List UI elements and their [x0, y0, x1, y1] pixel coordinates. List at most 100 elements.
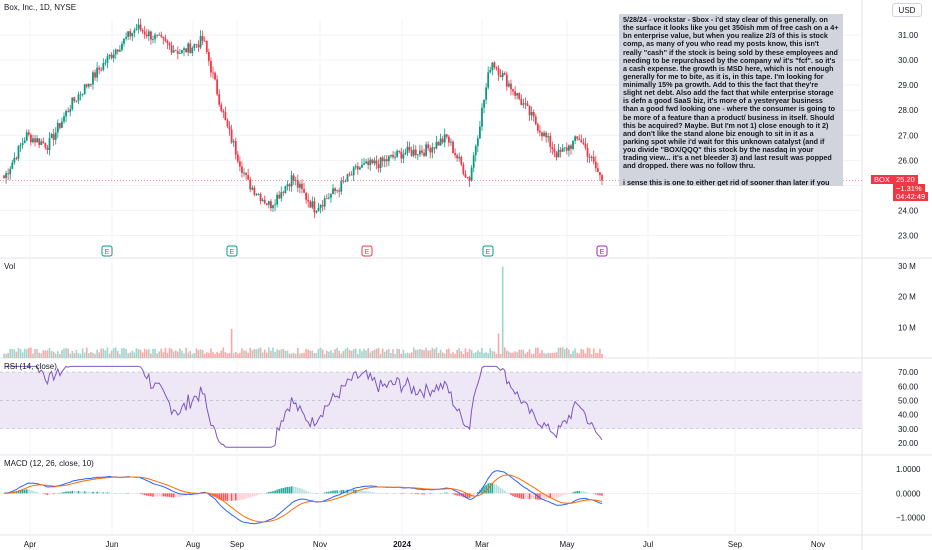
candle-body	[439, 138, 442, 146]
macd-hist-bar	[234, 493, 237, 501]
volume-bar	[493, 351, 496, 358]
volume-bar	[199, 349, 202, 358]
volume-bar	[168, 347, 171, 358]
volume-bar	[73, 353, 76, 358]
macd-hist-bar	[323, 492, 326, 494]
macd-hist-bar	[239, 493, 241, 501]
volume-bar	[346, 347, 349, 358]
volume-bar	[441, 352, 444, 358]
candle-body	[226, 120, 229, 127]
volume-bar	[319, 347, 322, 358]
macd-hist-bar	[172, 493, 175, 498]
macd-hist-bar	[160, 493, 163, 497]
candle-body	[127, 31, 130, 37]
macd-hist-bar	[148, 493, 150, 496]
candle-body	[108, 54, 111, 57]
macd-hist-bar	[421, 493, 423, 495]
candle-body	[553, 149, 556, 153]
volume-bar	[321, 349, 324, 358]
candle-body	[557, 149, 560, 158]
candle-body	[578, 138, 581, 141]
currency-button[interactable]: USD	[892, 3, 922, 17]
candle-body	[100, 69, 103, 71]
macd-hist-bar	[174, 493, 177, 498]
candle-body	[412, 149, 415, 156]
candle-body	[476, 138, 479, 147]
candle-body	[547, 136, 550, 138]
candle-body	[286, 184, 289, 187]
volume-bar	[592, 348, 595, 358]
macd-hist-bar	[551, 493, 554, 499]
volume-bar	[56, 351, 59, 358]
candle-body	[392, 154, 394, 158]
volume-bar	[510, 352, 512, 358]
candle-body	[325, 198, 328, 200]
candle-body	[197, 44, 200, 48]
volume-bar	[555, 352, 558, 358]
macd-hist-bar	[177, 493, 179, 498]
macd-hist-bar	[477, 491, 479, 494]
volume-bar	[334, 349, 336, 358]
candle-body	[342, 180, 345, 182]
candle-body	[36, 138, 39, 143]
volume-bar	[65, 347, 67, 358]
macd-hist-bar	[530, 493, 533, 500]
volume-bar	[599, 348, 601, 358]
volume-bar	[83, 352, 86, 358]
macd-hist-bar	[73, 490, 76, 494]
volume-bar	[170, 348, 173, 358]
candle-body	[278, 194, 281, 199]
volume-bar	[67, 348, 69, 358]
volume-bar	[477, 350, 479, 358]
candle-body	[572, 140, 574, 149]
volume-bar	[38, 352, 40, 358]
candle-body	[15, 157, 18, 159]
candle-body	[437, 141, 440, 146]
candle-body	[189, 43, 192, 54]
macd-hist-bar	[414, 493, 417, 495]
candle-body	[170, 45, 173, 53]
rsi-band	[0, 372, 862, 429]
candle-body	[234, 141, 237, 155]
volume-bar	[189, 350, 192, 358]
macd-hist-bar	[357, 490, 359, 494]
macd-hist-bar	[348, 489, 351, 494]
candle-body	[191, 47, 194, 54]
macd-hist-bar	[179, 493, 181, 498]
macd-hist-bar	[454, 493, 456, 495]
volume-bar	[241, 348, 243, 358]
volume-bar	[470, 350, 473, 358]
volume-bar	[472, 353, 475, 358]
volume-bar	[145, 349, 148, 358]
volume-bar	[501, 266, 504, 358]
volume-bar	[532, 353, 535, 358]
candle-body	[549, 136, 552, 147]
macd-hist-bar	[282, 487, 285, 494]
x-tick-label: Apr	[24, 540, 37, 549]
candle-body	[493, 62, 496, 68]
volume-bar	[299, 353, 301, 358]
candle-body	[42, 141, 45, 144]
volume-bar	[205, 352, 208, 358]
volume-bar	[32, 353, 34, 358]
volume-bar	[566, 347, 568, 358]
volume-bar	[514, 351, 516, 358]
candle-body	[83, 84, 86, 94]
volume-bar	[534, 348, 537, 358]
candle-body	[137, 24, 140, 29]
volume-bar	[156, 353, 158, 358]
macd-hist-bar	[342, 489, 345, 494]
candle-body	[292, 175, 295, 181]
volume-bar	[464, 348, 467, 358]
volume-bar	[419, 349, 421, 358]
volume-bar	[570, 353, 572, 358]
volume-bar	[468, 348, 471, 358]
macd-hist-bar	[584, 491, 587, 494]
macd-hist-bar	[555, 493, 558, 498]
macd-line	[3, 470, 603, 525]
candle-body	[524, 103, 527, 105]
volume-bar	[129, 352, 132, 358]
candle-body	[501, 73, 504, 77]
candle-body	[27, 132, 30, 135]
